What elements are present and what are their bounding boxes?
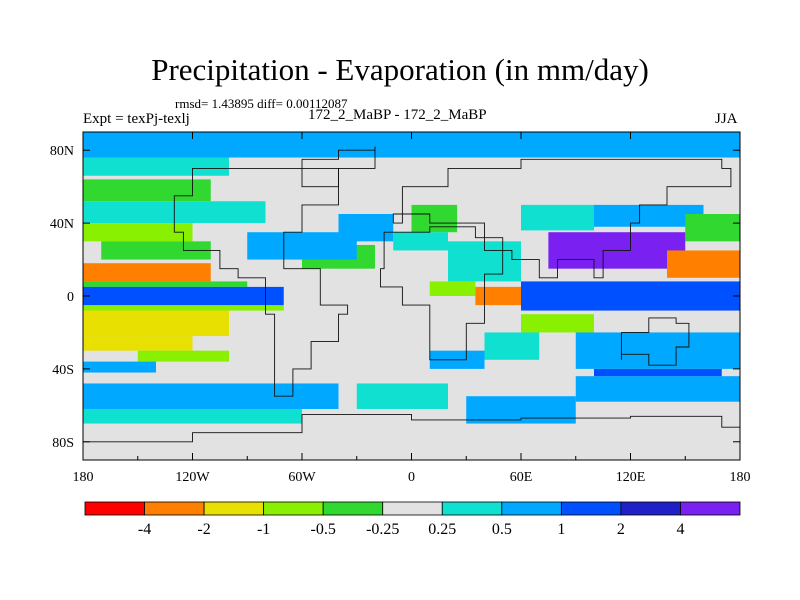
- continent-outline: [380, 226, 504, 361]
- colorbar-swatch: [441, 501, 503, 516]
- colorbar-swatch: [560, 501, 622, 516]
- field-patch: [83, 179, 211, 202]
- x-tick-label: 60W: [288, 470, 316, 485]
- y-tick-label: 80N: [50, 144, 74, 159]
- colorbar-swatch: [680, 501, 741, 516]
- colorbar-swatch: [620, 501, 681, 516]
- colorbar-label: -4: [138, 521, 151, 538]
- colorbar-label: -0.5: [311, 521, 336, 538]
- rmsd-diff-stats: rmsd= 1.43895 diff= 0.00112087: [175, 96, 348, 111]
- field-patch: [137, 350, 229, 362]
- colorbar-label: 0.5: [492, 521, 512, 538]
- continent-outline: [392, 158, 732, 279]
- y-tick-label: 0: [67, 290, 74, 305]
- x-tick-label: 120W: [175, 470, 210, 485]
- field-patch: [575, 376, 740, 402]
- continent-outline: [173, 167, 349, 397]
- colorbar-swatch: [263, 501, 324, 516]
- y-tick-label: 40N: [50, 217, 74, 232]
- coastline-outline: [83, 146, 740, 460]
- field-patch: [411, 204, 458, 233]
- x-tick-label: 180: [730, 470, 751, 485]
- colorbar-swatch: [84, 501, 145, 516]
- field-band: [521, 281, 740, 311]
- field-patch: [83, 305, 284, 311]
- field-patch: [685, 214, 740, 242]
- continent-outline: [83, 413, 740, 460]
- experiment-label: Expt = texPj-texlj: [83, 111, 190, 127]
- field-band: [83, 263, 211, 282]
- field-patch: [356, 383, 448, 409]
- field-patch: [83, 223, 193, 242]
- field-patch: [521, 314, 594, 333]
- field-patch: [484, 332, 540, 360]
- colorbar-label: 1: [557, 521, 565, 538]
- colorbar-label: -1: [257, 521, 270, 538]
- x-tick-label: 0: [408, 470, 415, 485]
- chart-subtitle: 172_2_MaBP - 172_2_MaBP: [308, 107, 487, 123]
- chart-title: Precipitation - Evaporation (in mm/day): [151, 52, 649, 87]
- x-tick-label: 180: [73, 470, 94, 485]
- field-band: [83, 310, 229, 337]
- y-tick-label: 40S: [52, 363, 74, 378]
- colorbar-label: 4: [676, 521, 684, 538]
- colorbar-swatch: [322, 501, 384, 516]
- y-tick-label: 80S: [52, 436, 74, 451]
- field-patch: [521, 204, 594, 231]
- colorbar: -4 -2 -1 -0.5 -0.25 0.25 0.5 1 2 4: [84, 501, 741, 538]
- field-patch: [83, 361, 156, 373]
- colorbar-label: -2: [197, 521, 210, 538]
- colorbar-label: 0.25: [428, 521, 456, 538]
- field-patch: [83, 383, 339, 409]
- continent-outline: [620, 317, 690, 366]
- colorbar-label: 2: [617, 521, 625, 538]
- x-tick-label: 60E: [510, 470, 533, 485]
- x-tick-label: 120E: [616, 470, 646, 485]
- field-patch: [594, 368, 722, 377]
- field-patch: [393, 232, 448, 251]
- precip-evap-field: [83, 132, 740, 460]
- colorbar-swatch: [203, 501, 265, 516]
- season-label: JJA: [715, 111, 738, 127]
- y-axis: 80N 40N 0 40S 80S: [50, 144, 740, 451]
- field-band: [83, 286, 284, 306]
- field-patch: [429, 281, 476, 296]
- field-patch: [83, 281, 248, 287]
- field-patch: [83, 408, 302, 424]
- colorbar-swatch: [382, 501, 443, 516]
- x-axis: 180 120W 60W 0 60E 120E 180: [73, 132, 751, 485]
- continent-outline: [301, 146, 376, 188]
- field-patch: [247, 232, 357, 260]
- field-patch: [594, 204, 704, 227]
- field-patch: [83, 336, 193, 351]
- colorbar-label: -0.25: [366, 521, 399, 538]
- field-patch: [83, 157, 229, 176]
- field-band: [575, 332, 740, 369]
- field-band: [475, 286, 521, 306]
- colorbar-swatch: [501, 501, 562, 516]
- field-band: [667, 250, 740, 278]
- colorbar-swatch: [144, 501, 205, 516]
